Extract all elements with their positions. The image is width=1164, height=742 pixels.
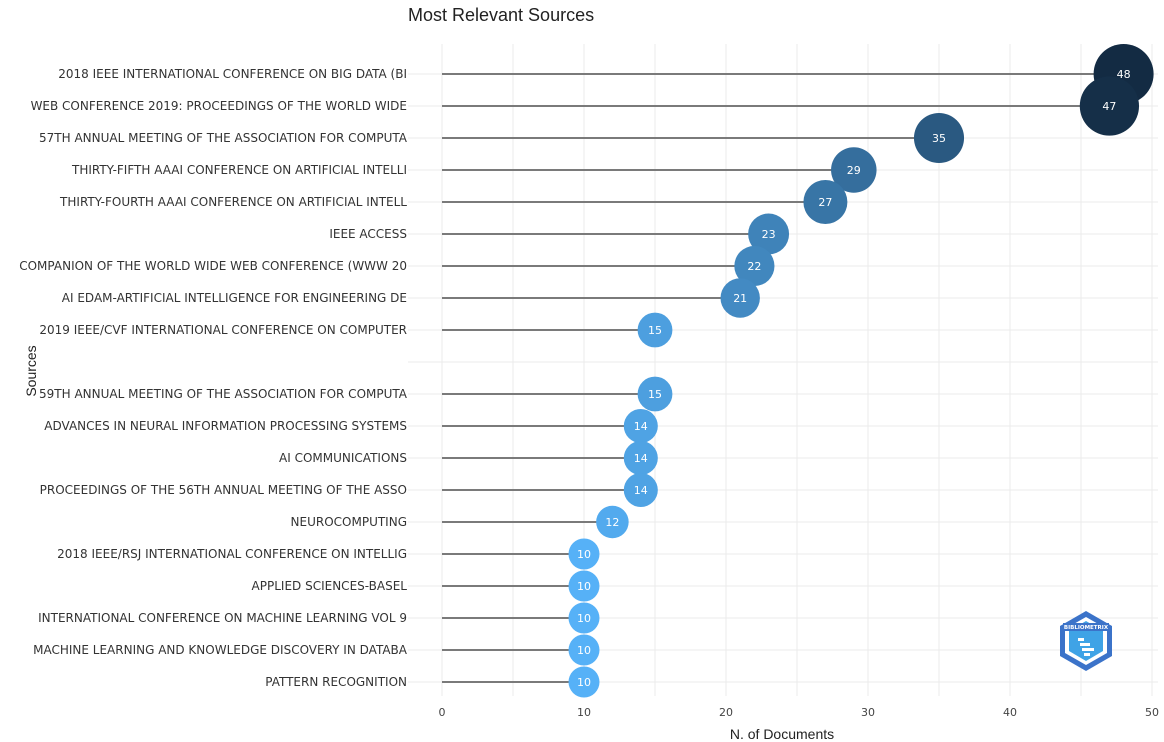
y-tick-label: THIRTY-FOURTH AAAI CONFERENCE ON ARTIFIC… (59, 195, 407, 209)
x-tick-label: 10 (577, 706, 591, 719)
y-tick-label: 57TH ANNUAL MEETING OF THE ASSOCIATION F… (39, 131, 408, 145)
y-tick-label: 59TH ANNUAL MEETING OF THE ASSOCIATION F… (39, 387, 408, 401)
lollipop-point (623, 440, 658, 476)
data-label: 23 (762, 228, 776, 241)
y-tick-label: THIRTY-FIFTH AAAI CONFERENCE ON ARTIFICI… (71, 163, 407, 177)
y-tick-label: INTERNATIONAL CONFERENCE ON MACHINE LEAR… (38, 611, 407, 625)
data-label: 47 (1102, 100, 1116, 113)
data-label: 14 (634, 484, 648, 497)
lollipop-point (748, 213, 790, 255)
lollipop-point (568, 538, 600, 570)
lollipop-point (1079, 76, 1140, 136)
data-label: 35 (932, 132, 946, 145)
data-label: 14 (634, 452, 648, 465)
stems (442, 73, 1124, 683)
data-label: 10 (577, 676, 591, 689)
lollipop-point (568, 634, 600, 666)
lollipop-point (568, 570, 600, 602)
y-axis-title: Sources (23, 345, 39, 396)
x-axis-title: N. of Documents (730, 726, 834, 742)
chart-title: Most Relevant Sources (408, 5, 594, 25)
lollipop-point (720, 278, 760, 318)
data-label: 48 (1117, 68, 1131, 81)
data-label: 27 (818, 196, 832, 209)
lollipop-point (637, 376, 673, 412)
y-tick-label: 2018 IEEE/RSJ INTERNATIONAL CONFERENCE O… (57, 547, 407, 561)
x-tick-label: 40 (1003, 706, 1017, 719)
lollipop-point (913, 112, 965, 164)
y-tick-labels: 2018 IEEE INTERNATIONAL CONFERENCE ON BI… (19, 67, 408, 689)
lollipop-point (568, 666, 600, 698)
grid (408, 44, 1158, 696)
y-tick-label: IEEE ACCESS (329, 227, 407, 241)
y-tick-label: APPLIED SCIENCES-BASEL (252, 579, 408, 593)
y-tick-label: AI EDAM-ARTIFICIAL INTELLIGENCE FOR ENGI… (62, 291, 407, 305)
lollipop-point (734, 245, 775, 287)
points: 48 47 35 29 27 23 22 21 15 15 14 14 14 12 10 10 10 10 10 (568, 44, 1154, 698)
lollipop-point (831, 147, 877, 193)
data-label: 10 (577, 580, 591, 593)
data-label: 15 (648, 324, 662, 337)
y-tick-label: PROCEEDINGS OF THE 56TH ANNUAL MEETING O… (40, 483, 407, 497)
lollipop-point (637, 312, 673, 348)
data-label: 10 (577, 644, 591, 657)
y-tick-label: 2019 IEEE/CVF INTERNATIONAL CONFERENCE O… (39, 323, 407, 337)
bibliometrix-logo-icon: BIBLIOMETRIX (1060, 611, 1112, 671)
data-label: 29 (847, 164, 861, 177)
lollipop-point (803, 180, 848, 224)
y-tick-label: NEUROCOMPUTING (291, 515, 407, 529)
y-tick-label: WEB CONFERENCE 2019: PROCEEDINGS OF THE … (31, 99, 407, 113)
x-tick-labels: 0 10 20 30 40 50 (439, 706, 1160, 719)
y-tick-label: MACHINE LEARNING AND KNOWLEDGE DISCOVERY… (33, 643, 408, 657)
watermark-text: BIBLIOMETRIX (1064, 625, 1109, 631)
data-label: 21 (733, 292, 747, 305)
lollipop-point (568, 602, 600, 634)
lollipop-point (623, 408, 658, 444)
data-label: 12 (605, 516, 619, 529)
y-tick-label: 2018 IEEE INTERNATIONAL CONFERENCE ON BI… (58, 67, 407, 81)
lollipop-point (596, 505, 629, 539)
x-tick-label: 0 (439, 706, 446, 719)
y-tick-label: AI COMMUNICATIONS (279, 451, 407, 465)
lollipop-point (623, 472, 658, 508)
y-tick-label: ADVANCES IN NEURAL INFORMATION PROCESSIN… (44, 419, 407, 433)
data-label: 15 (648, 388, 662, 401)
y-tick-label: COMPANION OF THE WORLD WIDE WEB CONFEREN… (19, 259, 407, 273)
x-tick-label: 20 (719, 706, 733, 719)
x-tick-label: 30 (861, 706, 875, 719)
data-label: 10 (577, 548, 591, 561)
data-label: 22 (747, 260, 761, 273)
data-label: 10 (577, 612, 591, 625)
data-label: 14 (634, 420, 648, 433)
y-tick-label: PATTERN RECOGNITION (265, 675, 407, 689)
x-tick-label: 50 (1145, 706, 1159, 719)
